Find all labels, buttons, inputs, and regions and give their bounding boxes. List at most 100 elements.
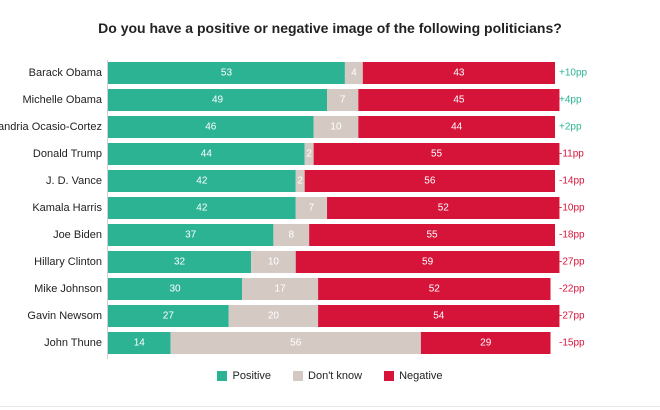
data-label-negative-john-thune: 29 [480, 338, 492, 349]
data-label-don-t-know-john-thune: 56 [290, 338, 302, 349]
data-label-don-t-know-hillary-clinton: 10 [268, 257, 280, 268]
data-label-negative-barack-obama: 43 [453, 68, 465, 79]
net-label-donald-trump: -11pp [559, 149, 584, 160]
bar-don-t-know-barack-obama [344, 62, 363, 84]
legend-item-positive: Positive [217, 370, 271, 382]
data-label-positive-gavin-newsom: 27 [163, 311, 175, 322]
data-label-don-t-know-donald-trump: 2 [306, 149, 312, 160]
net-label-barack-obama: +10pp [559, 68, 588, 79]
legend-item-negative: Negative [384, 370, 443, 382]
bar-positive-j-d-vance [108, 170, 296, 192]
net-label-john-thune: -15pp [559, 338, 585, 349]
data-label-positive-j-d-vance: 42 [196, 176, 208, 187]
bar-don-t-know-gavin-newsom [228, 305, 319, 327]
data-label-negative-j-d-vance: 56 [424, 176, 436, 187]
category-label-michelle-obama: Michelle Obama [23, 94, 103, 106]
data-label-positive-mike-johnson: 30 [169, 284, 181, 295]
data-label-positive-kamala-harris: 42 [196, 203, 208, 214]
bar-negative-joe-biden [309, 224, 555, 246]
bar-negative-donald-trump [313, 143, 560, 165]
data-label-negative-mike-johnson: 52 [429, 284, 441, 295]
bar-positive-michelle-obama [108, 89, 328, 111]
bar-negative-barack-obama [362, 62, 555, 84]
category-label-kamala-harris: Kamala Harris [32, 202, 102, 214]
bar-positive-alexandria-ocasio-cortez [108, 116, 314, 138]
data-label-negative-kamala-harris: 52 [438, 203, 450, 214]
category-label-barack-obama: Barack Obama [29, 67, 103, 79]
legend-label-negative: Negative [399, 370, 443, 382]
bar-positive-barack-obama [108, 62, 345, 84]
data-label-positive-donald-trump: 44 [201, 149, 213, 160]
category-label-hillary-clinton: Hillary Clinton [34, 256, 102, 268]
net-label-kamala-harris: -10pp [559, 203, 585, 214]
bar-negative-hillary-clinton [295, 251, 560, 273]
bar-don-t-know-kamala-harris [295, 197, 328, 219]
data-label-negative-hillary-clinton: 59 [422, 257, 434, 268]
net-label-hillary-clinton: -27pp [559, 257, 585, 268]
bar-positive-mike-johnson [108, 278, 243, 300]
category-label-john-thune: John Thune [44, 337, 102, 349]
data-label-positive-hillary-clinton: 32 [174, 257, 186, 268]
data-label-positive-joe-biden: 37 [185, 230, 197, 241]
data-label-positive-michelle-obama: 49 [212, 95, 224, 106]
bar-negative-john-thune [420, 332, 551, 354]
bar-positive-kamala-harris [108, 197, 296, 219]
legend-swatch-dont-know [293, 371, 304, 381]
bar-negative-kamala-harris [327, 197, 560, 219]
net-label-mike-johnson: -22pp [559, 284, 585, 295]
legend-swatch-positive [217, 371, 228, 381]
bar-don-t-know-joe-biden [273, 224, 310, 246]
bar-don-t-know-john-thune [170, 332, 421, 354]
data-label-negative-joe-biden: 55 [427, 230, 439, 241]
data-label-don-t-know-alexandria-ocasio-cortez: 10 [330, 122, 342, 133]
category-label-mike-johnson: Mike Johnson [34, 283, 102, 295]
data-label-positive-john-thune: 14 [134, 338, 146, 349]
bar-negative-mike-johnson [318, 278, 551, 300]
net-label-michelle-obama: +4pp [559, 95, 582, 106]
bar-positive-donald-trump [108, 143, 305, 165]
bar-negative-michelle-obama [358, 89, 560, 111]
category-label-gavin-newsom: Gavin Newsom [27, 310, 102, 322]
bar-negative-gavin-newsom [318, 305, 560, 327]
bar-don-t-know-michelle-obama [327, 89, 359, 111]
data-label-negative-gavin-newsom: 54 [433, 311, 445, 322]
bar-positive-john-thune [108, 332, 171, 354]
bar-positive-hillary-clinton [108, 251, 252, 273]
bar-don-t-know-donald-trump [304, 143, 314, 165]
data-label-don-t-know-michelle-obama: 7 [340, 95, 346, 106]
category-label-alexandria-ocasio-cortez: Alexandria Ocasio-Cortez [0, 121, 102, 133]
bar-negative-j-d-vance [304, 170, 555, 192]
category-label-donald-trump: Donald Trump [33, 148, 102, 160]
legend-swatch-negative [384, 371, 395, 381]
chart-title: Do you have a positive or negative image… [98, 20, 562, 36]
bar-positive-gavin-newsom [108, 305, 229, 327]
bar-don-t-know-mike-johnson [242, 278, 319, 300]
data-label-negative-donald-trump: 55 [431, 149, 443, 160]
data-label-don-t-know-mike-johnson: 17 [275, 284, 287, 295]
data-label-positive-barack-obama: 53 [221, 68, 233, 79]
data-label-positive-alexandria-ocasio-cortez: 46 [205, 122, 217, 133]
data-label-don-t-know-kamala-harris: 7 [309, 203, 315, 214]
legend: Positive Don't know Negative [0, 370, 660, 382]
category-label-joe-biden: Joe Biden [53, 229, 102, 241]
data-label-don-t-know-gavin-newsom: 20 [268, 311, 280, 322]
net-label-j-d-vance: -14pp [559, 176, 585, 187]
data-label-negative-michelle-obama: 45 [453, 95, 465, 106]
data-label-don-t-know-j-d-vance: 2 [297, 176, 303, 187]
net-label-joe-biden: -18pp [559, 230, 585, 241]
bar-negative-alexandria-ocasio-cortez [358, 116, 555, 138]
legend-label-dont-know: Don't know [308, 370, 363, 382]
bar-don-t-know-j-d-vance [295, 170, 305, 192]
data-label-don-t-know-barack-obama: 4 [351, 68, 357, 79]
bottom-divider [0, 406, 660, 407]
bar-don-t-know-hillary-clinton [251, 251, 296, 273]
net-label-gavin-newsom: -27pp [559, 311, 585, 322]
net-label-alexandria-ocasio-cortez: +2pp [559, 122, 582, 133]
data-label-negative-alexandria-ocasio-cortez: 44 [451, 122, 463, 133]
legend-label-positive: Positive [232, 370, 272, 382]
bar-don-t-know-alexandria-ocasio-cortez [313, 116, 359, 138]
category-label-j-d-vance: J. D. Vance [46, 175, 102, 187]
legend-item-dont-know: Don't know [293, 370, 362, 382]
data-label-don-t-know-joe-biden: 8 [288, 230, 294, 241]
